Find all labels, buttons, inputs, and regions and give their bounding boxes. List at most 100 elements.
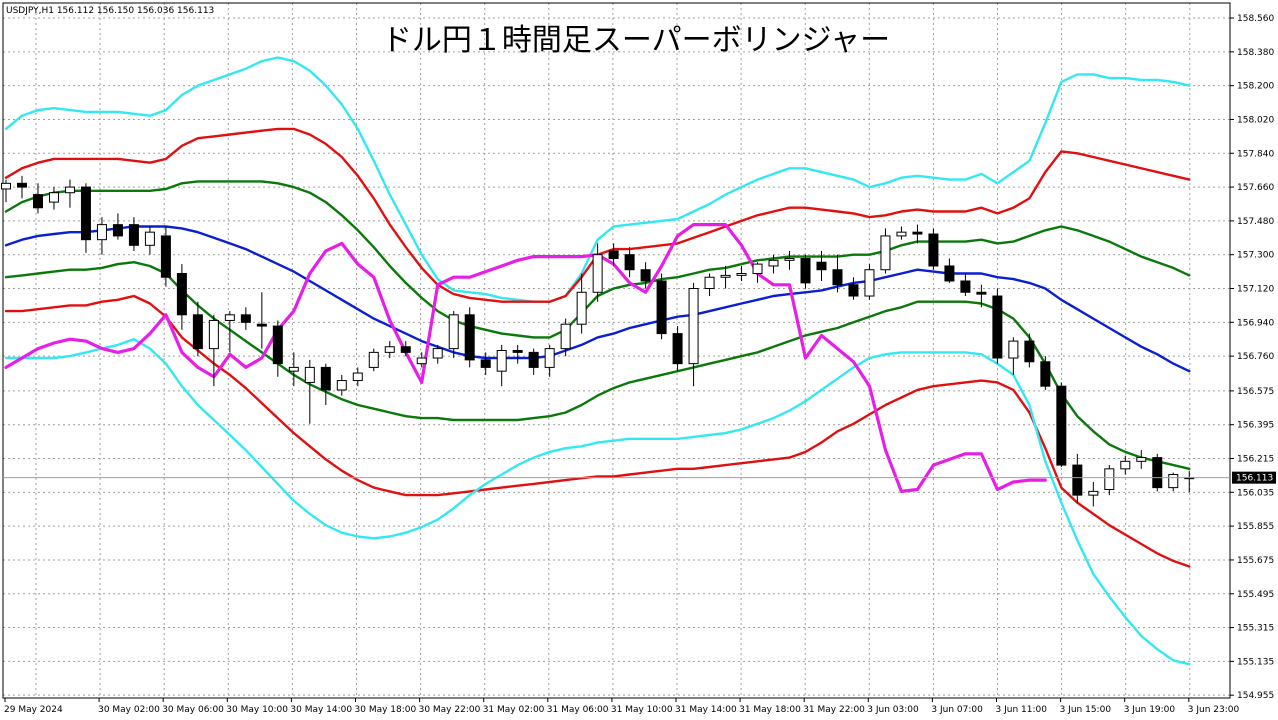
- candle-bull: [1136, 457, 1147, 462]
- candle-bear: [464, 314, 475, 361]
- candle-bull: [288, 366, 299, 372]
- y-tick-label: 158.380: [1237, 48, 1274, 58]
- y-tick-label: 156.575: [1237, 387, 1274, 397]
- y-axis: 158.560 158.380 158.200 158.020 157.840 157.6…: [1230, 14, 1274, 701]
- x-tick-label: 3 Jun 03:00: [867, 705, 919, 715]
- x-tick-label: 31 May 18:00: [739, 705, 801, 715]
- candle-bear: [640, 269, 651, 282]
- candle-bear: [992, 295, 1003, 359]
- y-tick-label: 154.955: [1237, 691, 1274, 701]
- y-tick-label: 156.940: [1237, 318, 1274, 328]
- x-tick-label: 3 Jun 07:00: [931, 705, 983, 715]
- candle-bull: [896, 231, 907, 237]
- candle-bear: [656, 280, 667, 335]
- y-tick-label: 155.495: [1237, 590, 1274, 600]
- x-tick-label: 30 May 18:00: [355, 705, 417, 715]
- x-tick-label: 31 May 06:00: [547, 705, 609, 715]
- candle-bull: [720, 274, 731, 278]
- candle-bull: [448, 314, 459, 350]
- candle-bear: [672, 333, 683, 365]
- candle-bear: [1024, 340, 1035, 363]
- x-tick-label: 31 May 14:00: [675, 705, 737, 715]
- y-tick-label: 155.675: [1237, 556, 1274, 566]
- candle-bull: [368, 351, 379, 368]
- candle-bear: [176, 272, 187, 316]
- candle-bear: [80, 186, 91, 241]
- y-tick-label: 157.660: [1237, 183, 1274, 193]
- chart-grid: [3, 3, 1230, 698]
- current-price-box: [1232, 471, 1276, 484]
- candle-bear: [128, 224, 139, 246]
- candles: [1, 175, 1195, 507]
- x-tick-label: 31 May 10:00: [611, 705, 673, 715]
- candle-bear: [976, 291, 987, 295]
- candle-bear: [816, 261, 827, 271]
- lower1-line: [4, 261, 1191, 470]
- candle-bull: [864, 269, 875, 297]
- candle-bear: [848, 284, 859, 297]
- y-tick-label: 157.300: [1237, 251, 1274, 261]
- candle-bear: [944, 265, 955, 282]
- candle-bull: [576, 291, 587, 325]
- candle-bull: [560, 323, 571, 350]
- candle-bear: [320, 366, 331, 391]
- candle-bull: [1168, 473, 1179, 489]
- x-tick-label: 30 May 06:00: [162, 705, 224, 715]
- candle-bear: [272, 325, 283, 365]
- candle-bear: [1152, 457, 1163, 489]
- candle-bull: [880, 235, 891, 271]
- candle-bull: [496, 350, 507, 372]
- x-tick-label: 3 Jun 15:00: [1060, 705, 1112, 715]
- lower2-line: [4, 294, 1191, 568]
- candle-bear: [624, 254, 635, 271]
- candle-bull: [352, 372, 363, 382]
- x-axis: 29 May 2024 30 May 02:00 30 May 06:00 30 Ma…: [4, 698, 1240, 715]
- candle-bull: [768, 259, 779, 267]
- candle-bear: [16, 182, 27, 188]
- candle-bear: [256, 323, 267, 327]
- candle-bull: [384, 346, 395, 353]
- y-tick-label: 155.315: [1237, 624, 1274, 634]
- candle-bull: [224, 314, 235, 321]
- y-tick-label: 158.200: [1237, 82, 1274, 92]
- y-tick-label: 155.855: [1237, 522, 1274, 532]
- candle-bull: [784, 257, 795, 261]
- candle-bear: [400, 346, 411, 353]
- candle-bull: [592, 254, 603, 293]
- candle-bear: [192, 314, 203, 350]
- symbol-info: USDJPY,H1 156.112 156.150 156.036 156.11…: [6, 6, 214, 16]
- candle-bull: [688, 288, 699, 365]
- candle-bear: [960, 280, 971, 293]
- candle-bear: [1040, 361, 1051, 387]
- y-tick-label: 156.395: [1237, 421, 1274, 431]
- candle-bear: [512, 350, 523, 353]
- x-tick-label: 30 May 02:00: [98, 705, 160, 715]
- y-tick-label: 157.840: [1237, 149, 1274, 159]
- current-price-line: 156.113: [3, 471, 1276, 484]
- candle-bull: [48, 192, 59, 203]
- candle-bear: [528, 351, 539, 368]
- y-tick-label: 158.020: [1237, 115, 1274, 125]
- y-tick-label: 156.760: [1237, 352, 1274, 362]
- candle-bear: [480, 359, 491, 368]
- candle-bear: [240, 314, 251, 323]
- candle-bull: [1088, 490, 1099, 496]
- y-tick-label: 155.135: [1237, 657, 1274, 667]
- candle-bull: [1104, 468, 1115, 490]
- candle-bull: [336, 380, 347, 391]
- candle-bear: [112, 224, 123, 237]
- candle-bear: [832, 269, 843, 286]
- y-tick-label: 157.120: [1237, 285, 1274, 295]
- candle-bear: [912, 231, 923, 235]
- candle-bull: [736, 272, 747, 276]
- candle-bull: [1008, 340, 1019, 359]
- candle-bear: [608, 250, 619, 259]
- candle-bear: [1056, 385, 1067, 466]
- upper3-line: [4, 56, 1191, 303]
- y-tick-label: 157.480: [1237, 217, 1274, 227]
- candle-bull: [544, 348, 555, 368]
- x-tick-label: 30 May 10:00: [226, 705, 288, 715]
- x-tick-label: 31 May 22:00: [803, 705, 865, 715]
- y-tick-label: 156.215: [1237, 455, 1274, 465]
- plot-frame: [2, 2, 1231, 699]
